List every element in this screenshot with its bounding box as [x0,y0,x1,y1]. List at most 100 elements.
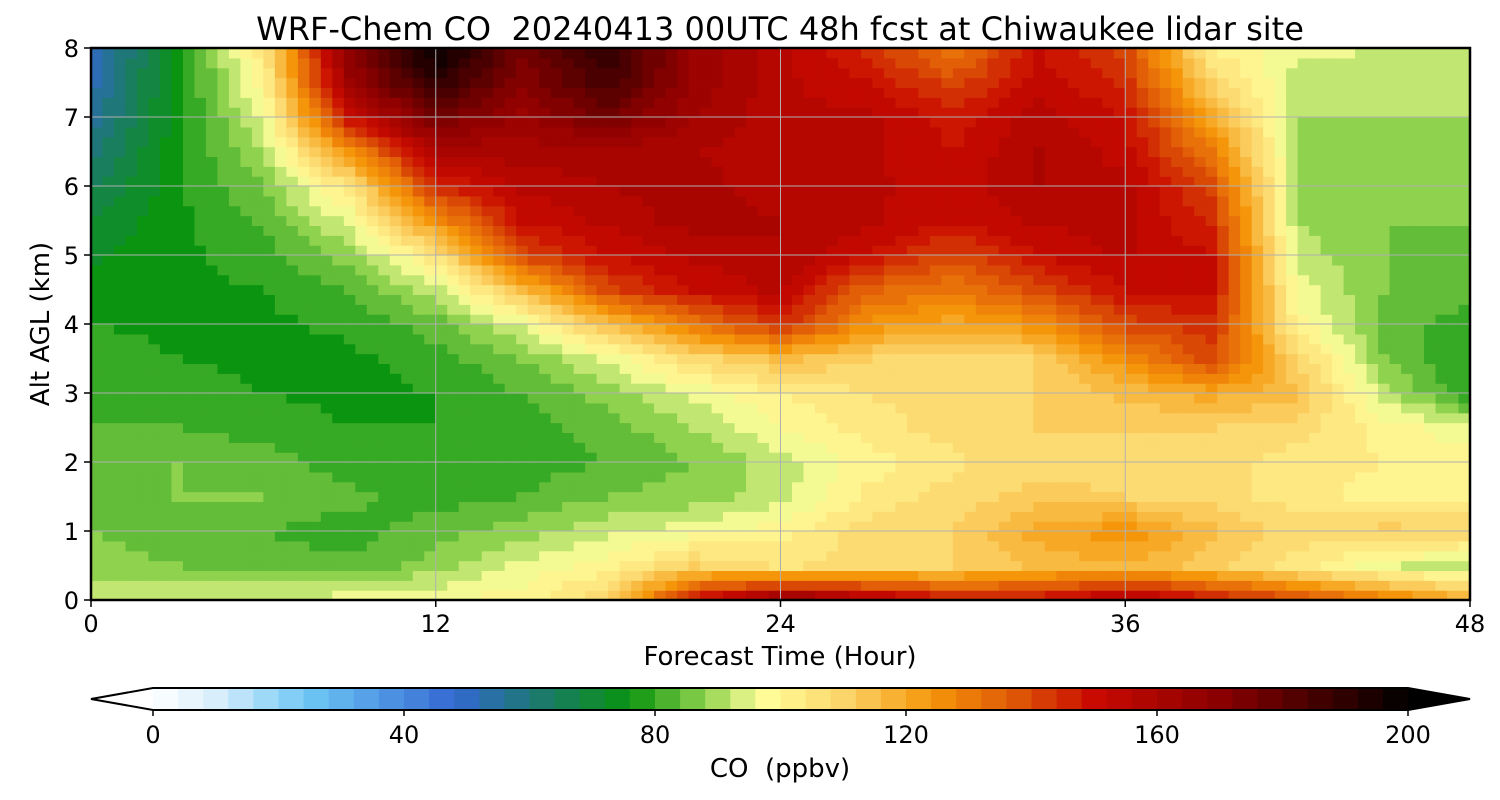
heat-cell [941,186,954,197]
heat-cell [389,383,402,394]
heat-cell [205,590,219,600]
heat-cell [791,274,805,286]
heat-cell [194,481,207,493]
heat-cell [550,156,563,167]
heat-cell [217,314,230,325]
heat-cell [860,264,874,276]
heat-cell [458,353,471,365]
heat-cell [113,324,127,335]
heat-cell [814,491,828,503]
heat-cell [286,255,299,266]
heat-cell [596,126,609,138]
heat-cell [1033,87,1046,98]
heat-cell [527,314,540,325]
heat-cell [791,550,805,562]
heat-cell [1090,205,1103,217]
heat-cell [608,304,621,315]
heat-cell [700,126,713,138]
heat-cell [723,333,736,345]
heat-cell [562,393,575,404]
heat-cell [677,304,690,315]
heat-cell [1090,294,1103,305]
heat-cell [1079,87,1092,98]
heat-cell [159,570,173,581]
heat-cell [975,481,988,493]
heat-cell [860,274,874,286]
heat-cell [274,521,287,532]
heat-cell [895,67,908,79]
heat-cell [481,245,494,256]
heat-cell [332,314,345,325]
heat-cell [814,176,828,187]
heat-cell [550,48,563,59]
heat-cell [458,274,471,286]
heat-cell [125,422,138,434]
heat-cell [608,97,621,108]
heat-cell [251,402,264,414]
heat-cell [677,521,690,532]
heat-cell [562,284,575,296]
heat-cell [136,294,150,305]
heat-cell [113,501,127,512]
heat-cell [573,481,586,493]
heat-cell [860,560,874,572]
heat-cell [389,176,402,187]
heat-cell [654,117,667,128]
heat-cell [447,353,460,365]
heat-cell [91,462,104,473]
heat-cell [113,255,127,266]
heat-cell [251,264,264,276]
heat-cell [171,481,184,493]
heat-cell [309,136,322,148]
heat-cell [91,245,104,256]
heat-cell [228,363,241,374]
heat-cell [1102,264,1115,276]
heat-cell [665,393,678,404]
heat-cell [1056,540,1069,552]
heat-cell [1056,284,1069,296]
heat-cell [837,274,851,286]
heat-cell [872,97,885,108]
heat-cell [458,462,471,473]
heat-cell [746,67,759,79]
heat-cell [539,521,552,532]
heat-cell [1033,186,1046,197]
heat-cell [654,255,667,266]
heat-cell [631,570,644,581]
heat-cell [631,373,644,384]
heat-cell [918,373,931,384]
heat-cell [91,57,104,69]
heat-cell [516,304,529,315]
heat-cell [447,452,460,463]
heat-cell [814,57,828,69]
heat-cell [562,550,575,562]
heat-cell [814,540,828,552]
heat-cell [1010,97,1023,108]
heat-cell [113,353,127,365]
heat-cell [642,462,655,473]
heat-cell [1079,363,1092,374]
heat-cell [975,383,988,394]
heat-cell [906,540,919,552]
heat-cell [240,245,253,256]
heat-cell [332,97,345,108]
heat-cell [470,235,483,246]
heat-cell [791,471,805,483]
heat-cell [665,57,678,69]
heat-cell [91,136,104,148]
heat-cell [803,432,816,443]
heat-cell [1102,195,1115,207]
heat-cell [1102,412,1115,424]
heat-cell [332,590,345,600]
heat-cell [228,560,241,572]
heat-cell [447,107,460,118]
heat-cell [803,491,816,503]
heat-cell [964,264,977,276]
heat-cell [665,255,678,266]
heat-cell [493,324,506,335]
heat-cell [814,531,828,542]
heat-cell [837,432,851,443]
heat-cell [504,462,517,473]
heat-cell [1044,353,1057,365]
heat-cell [780,314,793,325]
